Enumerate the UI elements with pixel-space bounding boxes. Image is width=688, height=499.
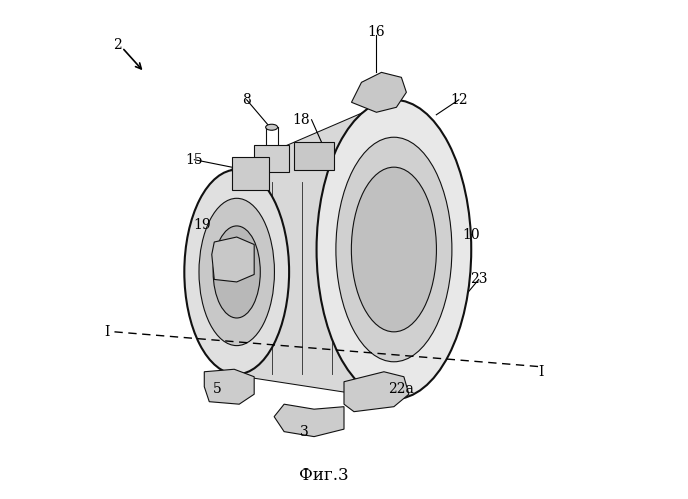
Text: 18: 18 [293, 113, 310, 127]
Ellipse shape [336, 137, 452, 362]
FancyBboxPatch shape [294, 142, 334, 170]
Text: 3: 3 [300, 425, 308, 439]
Text: 23: 23 [470, 272, 488, 286]
Text: 16: 16 [367, 25, 385, 39]
Polygon shape [212, 237, 254, 282]
Ellipse shape [213, 226, 260, 318]
Text: 2: 2 [113, 38, 121, 52]
Text: 12: 12 [450, 93, 468, 107]
Ellipse shape [316, 100, 471, 399]
Ellipse shape [199, 198, 275, 346]
FancyBboxPatch shape [232, 157, 269, 190]
Polygon shape [204, 369, 254, 404]
Polygon shape [274, 404, 344, 437]
Polygon shape [344, 372, 409, 412]
Ellipse shape [184, 170, 289, 374]
FancyBboxPatch shape [254, 145, 289, 172]
Text: I: I [105, 325, 109, 339]
Ellipse shape [352, 167, 436, 332]
Text: 15: 15 [186, 153, 203, 167]
Ellipse shape [266, 124, 278, 130]
Text: 19: 19 [193, 218, 211, 232]
Text: 22a: 22a [389, 382, 414, 396]
Polygon shape [352, 72, 407, 112]
Text: 8: 8 [242, 93, 251, 107]
Polygon shape [232, 100, 394, 399]
Text: 10: 10 [462, 228, 480, 242]
Text: Фиг.3: Фиг.3 [299, 467, 349, 484]
Text: 5: 5 [213, 382, 221, 396]
Text: I: I [539, 365, 544, 379]
